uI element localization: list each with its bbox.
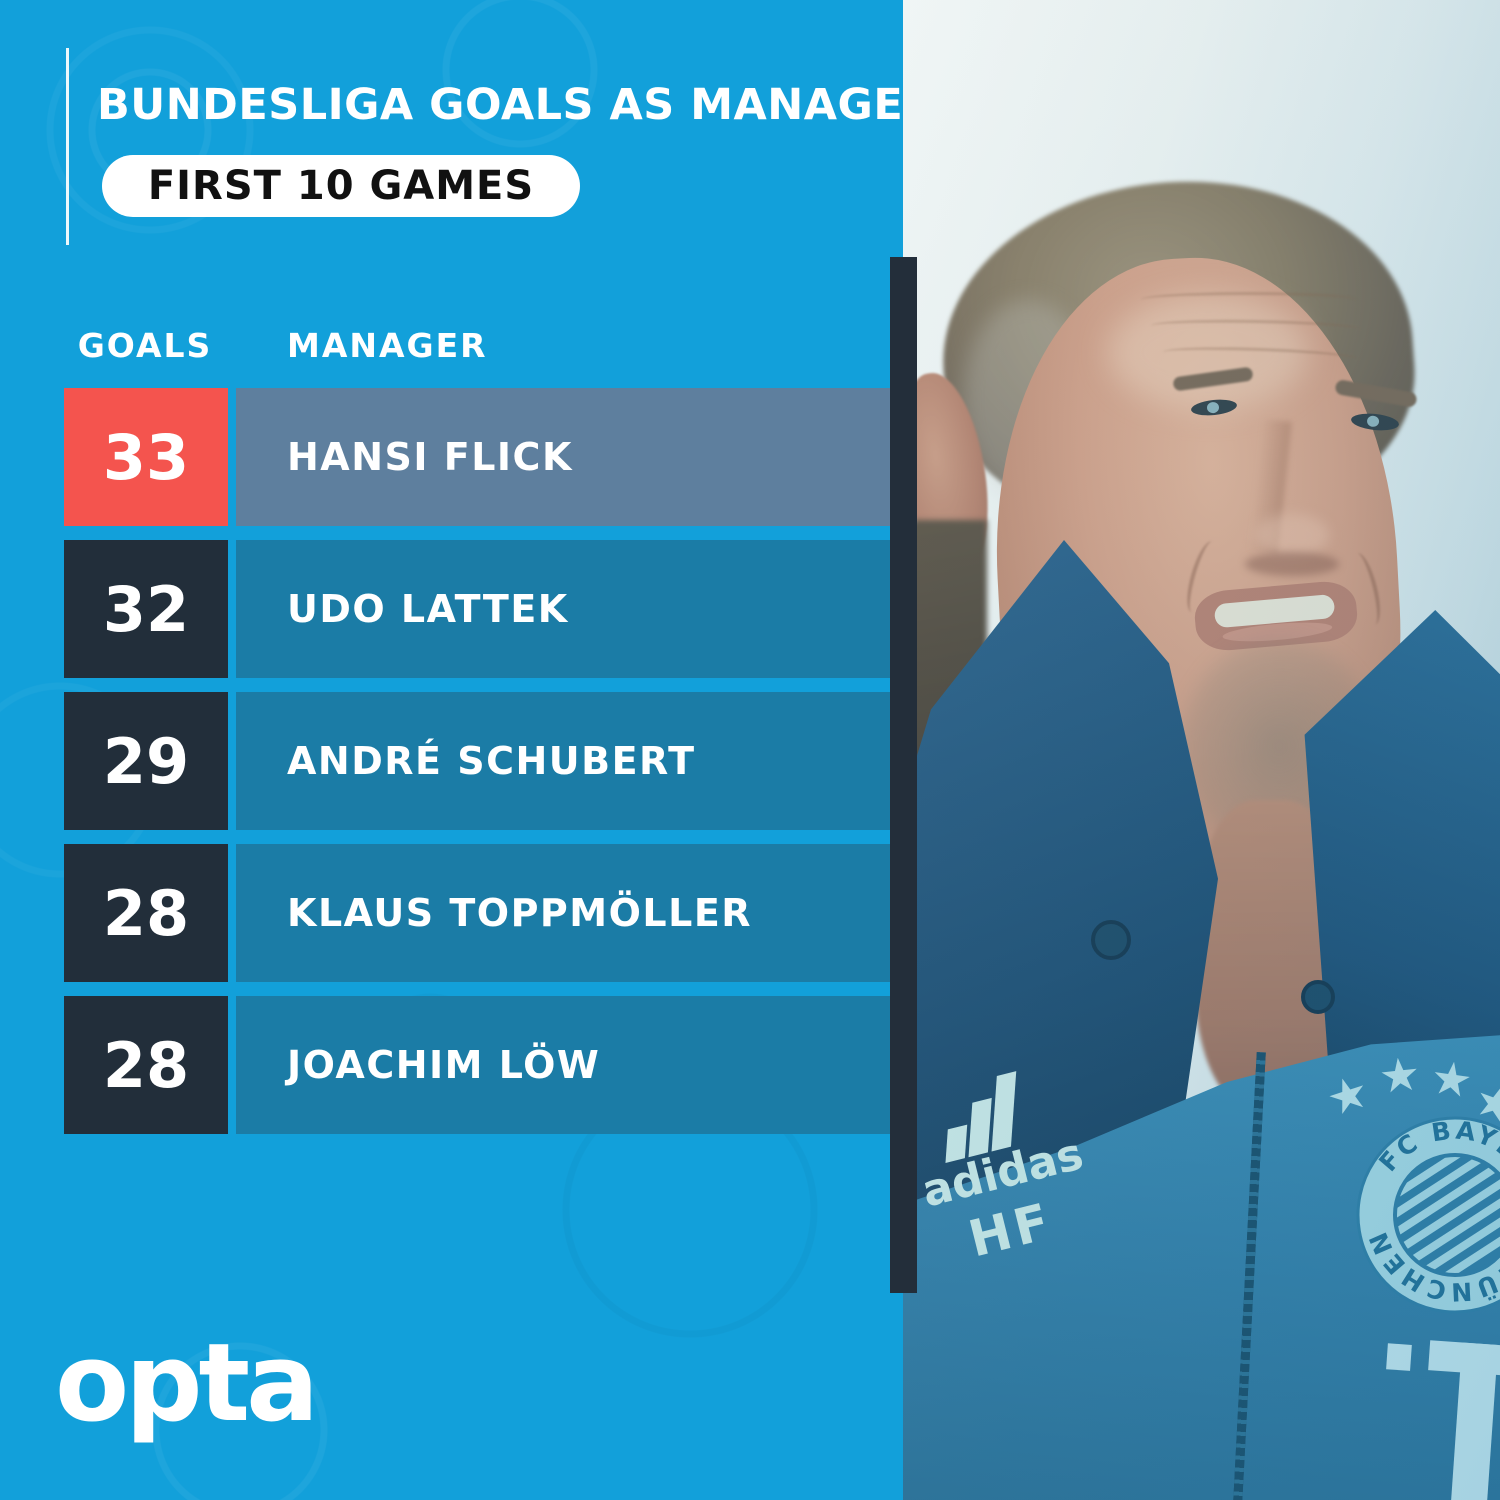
subtitle-badge: FIRST 10 GAMES bbox=[102, 155, 580, 217]
snap-button bbox=[1091, 920, 1131, 960]
opta-logo: opta bbox=[55, 1321, 319, 1446]
manager-cell: JOACHIM LÖW bbox=[236, 996, 890, 1134]
nose-highlight bbox=[1255, 514, 1329, 556]
column-header-goals: GOALS bbox=[77, 326, 213, 365]
manager-cell: UDO LATTEK bbox=[236, 540, 890, 678]
manager-cell: ANDRÉ SCHUBERT bbox=[236, 692, 890, 830]
table-row: 28 KLAUS TOPPMÖLLER bbox=[0, 844, 903, 982]
forehead-highlight bbox=[1108, 295, 1308, 410]
goals-cell: 28 bbox=[64, 844, 228, 982]
table-row: 29 ANDRÉ SCHUBERT bbox=[0, 692, 903, 830]
goals-cell: 29 bbox=[64, 692, 228, 830]
table-row: 33 HANSI FLICK bbox=[0, 388, 903, 526]
manager-cell: KLAUS TOPPMÖLLER bbox=[236, 844, 890, 982]
table-row: 32 UDO LATTEK bbox=[0, 540, 903, 678]
photo-color-tint bbox=[903, 0, 1500, 1500]
manager-cell: HANSI FLICK bbox=[236, 388, 890, 526]
fc-bayern-crest-icon: FC BAYERN MÜNCHEN bbox=[1352, 1099, 1500, 1322]
table-row: 28 JOACHIM LÖW bbox=[0, 996, 903, 1134]
goals-cell: 28 bbox=[64, 996, 228, 1134]
goals-cell: 33 bbox=[64, 388, 228, 526]
title-accent-line bbox=[66, 48, 69, 245]
snap-button bbox=[1301, 980, 1335, 1014]
column-header-manager: MANAGER bbox=[287, 326, 488, 365]
nostril-shadow bbox=[1245, 552, 1339, 576]
page-title: BUNDESLIGA GOALS AS MANAGER bbox=[97, 80, 937, 130]
forehead-wrinkle bbox=[1141, 292, 1356, 307]
vertical-divider-bar bbox=[890, 257, 917, 1293]
hansi-flick-photo: adidas HF ★ ★ ★ ★ FC BAYERN MÜNCHEN bbox=[903, 0, 1500, 1500]
goals-cell: 32 bbox=[64, 540, 228, 678]
